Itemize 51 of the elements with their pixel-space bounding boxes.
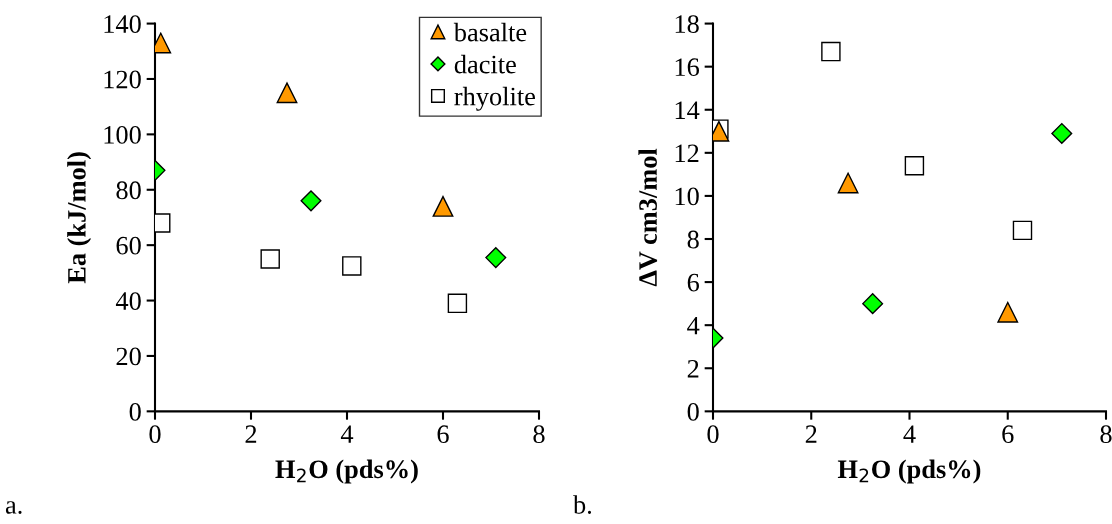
x-tick-label: 6 bbox=[1002, 425, 1014, 444]
y-tick-label: 80 bbox=[116, 181, 141, 200]
x-tick-label: 2 bbox=[245, 425, 257, 443]
x-axis-title: H$_{2}$O (pds%) bbox=[275, 459, 418, 484]
text: a. bbox=[5, 501, 22, 514]
y-tick-label: 18 bbox=[675, 15, 699, 33]
y-tick-label: 40 bbox=[115, 292, 141, 310]
point bbox=[485, 247, 507, 269]
point bbox=[447, 293, 468, 314]
y-tick-label: 14 bbox=[675, 101, 700, 119]
x-tick-label: 0 bbox=[149, 425, 161, 444]
y-tick-label: 2 bbox=[687, 359, 699, 378]
y-axis-title: Ea (kJ/mol) bbox=[67, 152, 92, 284]
point bbox=[342, 256, 362, 276]
y-tick-label: 12 bbox=[675, 144, 699, 162]
y-tick-label: 16 bbox=[675, 58, 700, 77]
y-tick-label: 0 bbox=[129, 402, 141, 421]
x-tick-label: 8 bbox=[533, 425, 545, 444]
y-tick-label: 20 bbox=[116, 347, 141, 366]
legend-label: dacite bbox=[454, 54, 516, 74]
point bbox=[300, 190, 322, 212]
point bbox=[260, 249, 280, 269]
y-tick-label: 4 bbox=[687, 316, 700, 335]
point bbox=[821, 41, 841, 62]
point bbox=[997, 301, 1019, 323]
point bbox=[837, 172, 859, 194]
point bbox=[1051, 122, 1073, 144]
text: b. bbox=[573, 495, 592, 514]
x-tick-label: 4 bbox=[340, 425, 354, 443]
y-tick-label: 0 bbox=[687, 402, 699, 421]
y-tick-label: 6 bbox=[687, 273, 700, 292]
y-tick-label: 10 bbox=[675, 187, 699, 206]
point bbox=[1012, 220, 1033, 241]
y-tick-label: 8 bbox=[687, 230, 699, 249]
y-tick-label: 60 bbox=[116, 236, 141, 255]
point bbox=[904, 156, 925, 176]
x-tick-label: 6 bbox=[437, 425, 449, 444]
y-tick-label: 100 bbox=[104, 125, 141, 144]
y-tick-label: 140 bbox=[104, 15, 141, 33]
x-tick-label: 2 bbox=[805, 425, 817, 443]
x-tick-label: 4 bbox=[903, 425, 916, 443]
point bbox=[432, 195, 454, 217]
y-axis-title: ΔV cm3/mol bbox=[638, 148, 658, 287]
point bbox=[276, 82, 298, 104]
legend-label: rhyolite bbox=[454, 86, 535, 111]
x-axis-title: H$_{2}$O (pds%) bbox=[837, 459, 981, 484]
point bbox=[862, 293, 884, 315]
legend-label: basalte bbox=[453, 22, 527, 42]
y-tick-label: 120 bbox=[104, 70, 141, 89]
x-tick-label: 0 bbox=[707, 425, 719, 444]
x-tick-label: 8 bbox=[1100, 425, 1112, 444]
